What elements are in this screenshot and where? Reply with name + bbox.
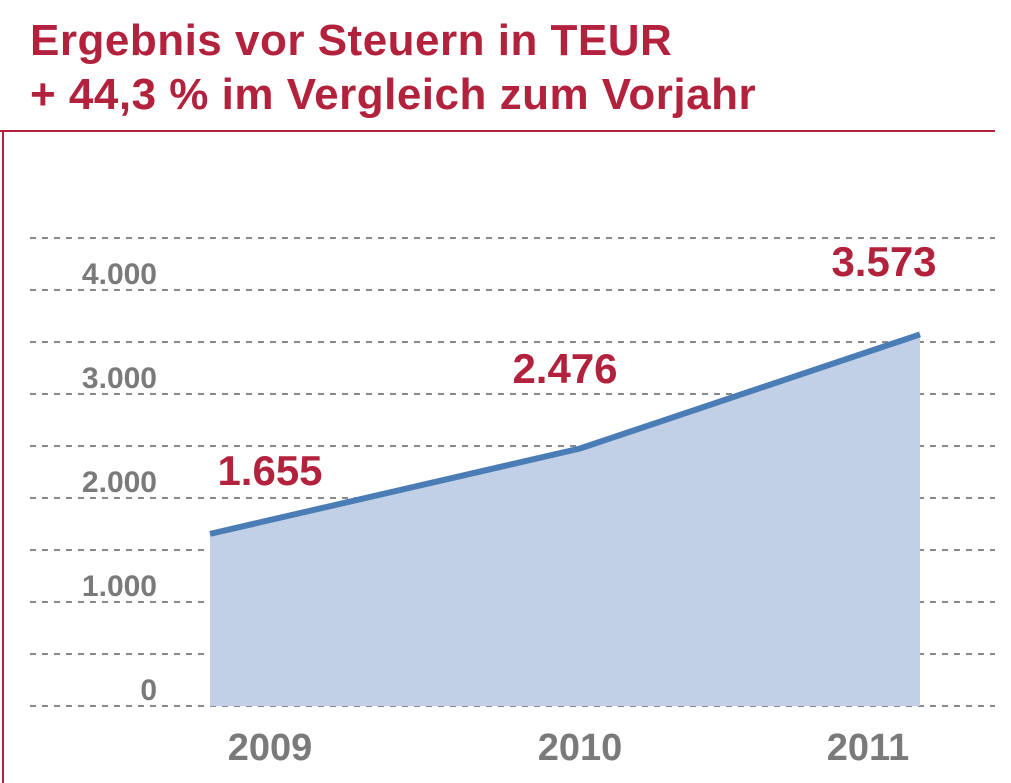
y-tick-label-3000: 3.000 (82, 362, 157, 395)
data-label-2009: 1.655 (217, 447, 322, 494)
left-border-rule (2, 130, 4, 783)
header-rule (0, 130, 995, 132)
x-tick-label-2010: 2010 (538, 727, 623, 769)
chart-subtitle: + 44,3 % im Vergleich zum Vorjahr (30, 70, 757, 119)
chart-title: Ergebnis vor Steuern in TEUR (30, 16, 673, 65)
x-tick-label-2011: 2011 (827, 727, 909, 769)
y-tick-label-0: 0 (140, 674, 157, 707)
data-labels: 1.655 2.476 3.573 (217, 238, 936, 494)
x-tick-label-2009: 2009 (228, 727, 313, 769)
y-tick-label-4000: 4.000 (82, 258, 157, 291)
data-label-2010: 2.476 (512, 345, 617, 392)
y-tick-label-1000: 1.000 (82, 570, 157, 603)
y-axis-ticks: 0 1.000 2.000 3.000 4.000 (82, 258, 157, 707)
data-label-2011: 3.573 (831, 238, 936, 285)
y-tick-label-2000: 2.000 (82, 466, 157, 499)
x-axis-ticks: 2009 2010 2011 (228, 727, 910, 769)
area-layer (209, 331, 921, 706)
chart-title-block: Ergebnis vor Steuern in TEUR + 44,3 % im… (30, 14, 990, 122)
area-fill (210, 334, 920, 706)
